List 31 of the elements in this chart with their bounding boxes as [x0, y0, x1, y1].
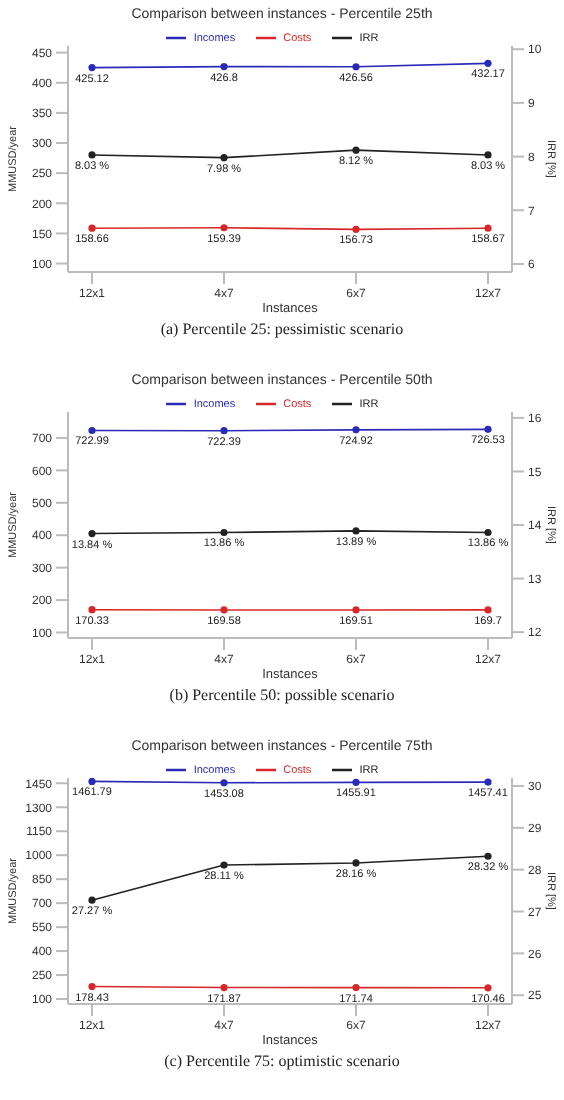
point	[220, 224, 228, 232]
point	[220, 63, 228, 71]
point	[484, 224, 492, 232]
point	[88, 982, 96, 991]
text: (c) Percentile 75: optimistic scenario	[162, 1052, 402, 1070]
point	[220, 427, 228, 435]
text: (b) Percentile 50: possible scenario	[167, 686, 397, 704]
point	[484, 778, 492, 786]
point	[352, 426, 360, 434]
point	[352, 225, 360, 233]
point	[88, 606, 96, 614]
point	[352, 859, 360, 867]
point	[88, 778, 96, 785]
text: (a) Percentile 25: pessimistic scenario	[158, 320, 406, 338]
point	[484, 425, 492, 433]
point	[352, 778, 360, 786]
point	[352, 63, 360, 71]
point	[88, 64, 96, 72]
point	[484, 984, 492, 992]
point	[220, 779, 228, 787]
point	[220, 861, 228, 869]
point	[220, 983, 228, 992]
point	[484, 59, 492, 67]
point	[352, 983, 360, 992]
point	[484, 852, 492, 860]
point	[484, 606, 492, 614]
point	[220, 606, 228, 614]
point	[88, 224, 96, 232]
point	[352, 606, 360, 614]
point	[88, 426, 96, 435]
point	[88, 896, 96, 904]
